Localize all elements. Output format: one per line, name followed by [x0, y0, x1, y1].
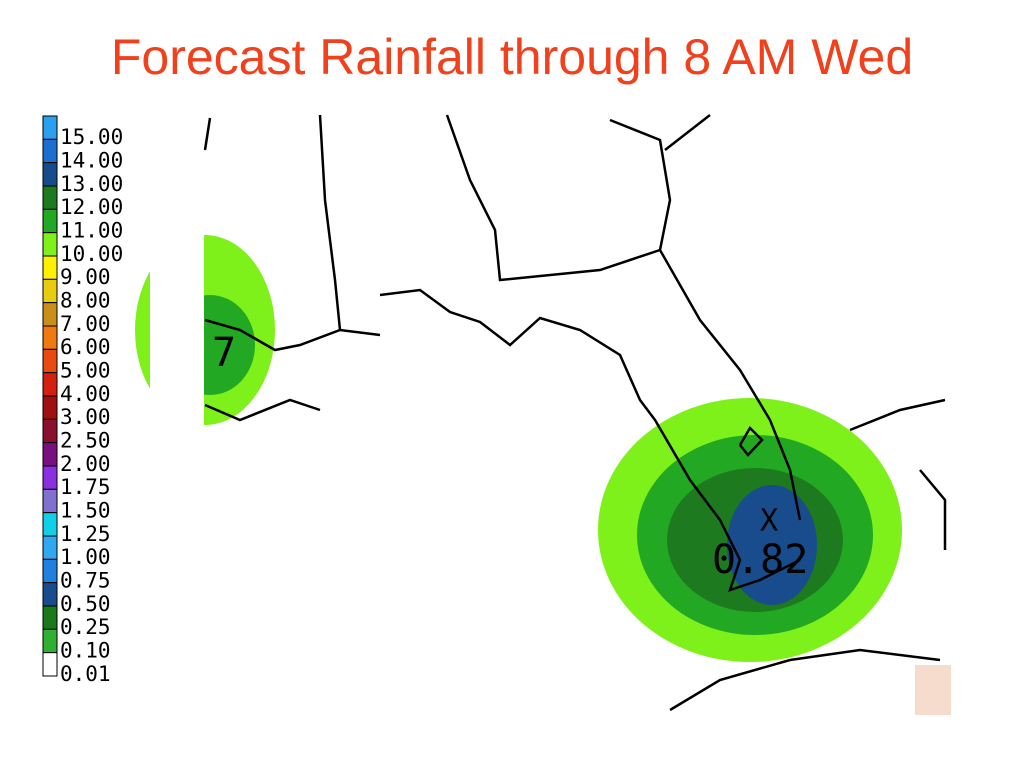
- legend-swatch: [42, 465, 58, 490]
- legend-swatch: [42, 162, 58, 187]
- title: Forecast Rainfall through 8 AM Wed: [110, 29, 914, 85]
- legend-swatch: [42, 582, 58, 607]
- legend-swatch: [42, 418, 58, 444]
- legend-swatch: [42, 348, 58, 374]
- legend-label: 15.00: [60, 125, 123, 149]
- legend-label: 0.75: [60, 569, 111, 593]
- legend-label: 1.00: [60, 545, 111, 569]
- legend-swatch: [42, 442, 58, 467]
- legend-label: 8.00: [60, 289, 111, 313]
- legend-label: 0.50: [60, 592, 111, 616]
- coastline: [203, 114, 947, 712]
- legend-label: 9.00: [60, 265, 111, 289]
- legend-swatch: [42, 395, 58, 420]
- legend-label: 2.50: [60, 429, 111, 453]
- legend-label: 6.00: [60, 335, 111, 359]
- map-label: X: [760, 504, 778, 539]
- legend-swatch: [42, 278, 58, 304]
- legend-label: 12.00: [60, 195, 123, 219]
- map: 7 0.82 X: [135, 114, 951, 715]
- legend-label: 1.50: [60, 499, 111, 523]
- legend-swatch: [42, 255, 58, 280]
- map-label: 7: [212, 330, 236, 376]
- legend-label: 7.00: [60, 312, 111, 336]
- legend-swatch: [42, 208, 58, 234]
- legend-label: 10.00: [60, 242, 123, 266]
- legend-swatch: [42, 138, 58, 164]
- legend-label: 4.00: [60, 382, 111, 406]
- legend-label: 5.00: [60, 359, 111, 383]
- legend-swatch: [42, 558, 58, 584]
- legend-label: 13.00: [60, 172, 123, 196]
- legend-label: 2.00: [60, 452, 111, 476]
- mask: [150, 180, 204, 440]
- legend-label: 11.00: [60, 219, 123, 243]
- legend-label: 14.00: [60, 149, 123, 173]
- legend-swatch: [42, 372, 58, 397]
- legend-swatch: [42, 535, 58, 560]
- legend-swatch: [42, 232, 58, 257]
- legend: 15.0014.0013.0012.0011.0010.009.008.007.…: [42, 115, 123, 686]
- legend-swatch: [42, 628, 58, 654]
- legend-label: 3.00: [60, 405, 111, 429]
- legend-swatch: [42, 115, 58, 140]
- rain-area: [727, 485, 817, 605]
- land-patch: [915, 665, 951, 715]
- map-label: 0.82: [712, 537, 808, 583]
- legend-label: 0.25: [60, 615, 111, 639]
- legend-swatch: [42, 185, 58, 210]
- legend-label: 0.10: [60, 639, 111, 663]
- legend-swatch: [42, 652, 58, 677]
- legend-swatch: [42, 488, 58, 514]
- legend-label: 1.25: [60, 522, 111, 546]
- legend-label: 1.75: [60, 475, 111, 499]
- legend-swatch: [42, 302, 58, 327]
- legend-swatch: [42, 325, 58, 350]
- legend-swatch: [42, 512, 58, 537]
- legend-label: 0.01: [60, 662, 111, 686]
- legend-swatch: [42, 605, 58, 630]
